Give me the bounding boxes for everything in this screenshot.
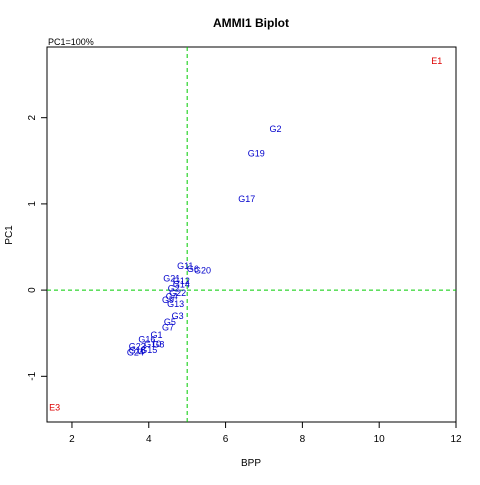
x-axis: 2 4 6 8 10 12 <box>69 422 462 445</box>
y-tick-label: -1 <box>27 371 38 380</box>
reference-lines <box>47 47 456 422</box>
genotype-label-g9: G9 <box>162 295 174 305</box>
x-tick-label: 2 <box>69 434 75 445</box>
genotype-label-g10: G10 <box>144 339 161 349</box>
genotype-label-g16: G16 <box>138 334 155 344</box>
genotype-label-g23: G23 <box>129 341 146 351</box>
environment-label-e1: E1 <box>431 56 442 66</box>
genotype-label-g20: G20 <box>194 266 211 276</box>
genotype-label-g13: G13 <box>167 299 184 309</box>
y-axis: -1 0 1 2 <box>27 114 47 381</box>
genotype-label-g11: G11 <box>177 261 193 271</box>
genotype-label-g22: G22 <box>169 288 186 298</box>
x-axis-label: BPP <box>241 458 261 469</box>
plot-frame <box>46 46 457 423</box>
genotype-label-g18: G18 <box>129 346 146 356</box>
biplot-labels: G2G19G17G20G11G6G21G12G14G2G22G4G9G13G3G… <box>49 56 442 413</box>
genotype-label-g6: G6 <box>187 264 199 274</box>
genotype-label-g7: G7 <box>162 322 174 332</box>
x-tick-label: 8 <box>300 434 306 445</box>
genotype-label-g17: G17 <box>238 194 255 204</box>
genotype-label-g19: G19 <box>248 148 265 158</box>
genotype-label-g14: G14 <box>173 279 190 289</box>
genotype-label-g3: G3 <box>172 311 184 321</box>
chart-title: AMMI1 Biplot <box>213 16 289 30</box>
genotype-label-g15: G15 <box>140 345 157 355</box>
x-tick-label: 12 <box>450 434 462 445</box>
x-tick-label: 4 <box>146 434 152 445</box>
genotype-label-g5: G5 <box>164 317 176 327</box>
genotype-label-g21: G21 <box>163 273 180 283</box>
genotype-label-g12: G12 <box>173 276 190 286</box>
x-tick-label: 6 <box>223 434 229 445</box>
genotype-label-g1: G1 <box>150 330 162 340</box>
genotype-label-g2: G2 <box>168 284 180 294</box>
genotype-label-g2: G2 <box>269 124 281 134</box>
environment-label-e3: E3 <box>49 403 60 413</box>
y-tick-label: 0 <box>27 287 38 293</box>
genotype-label-g8: G8 <box>152 340 164 350</box>
genotype-label-g4: G4 <box>166 291 178 301</box>
y-tick-label: 1 <box>27 201 38 207</box>
pc1-variance-note: PC1=100% <box>48 37 94 47</box>
y-axis-label: PC1 <box>4 225 15 245</box>
y-tick-label: 2 <box>27 114 38 120</box>
x-tick-label: 10 <box>374 434 386 445</box>
genotype-label-g24: G24 <box>127 347 144 357</box>
